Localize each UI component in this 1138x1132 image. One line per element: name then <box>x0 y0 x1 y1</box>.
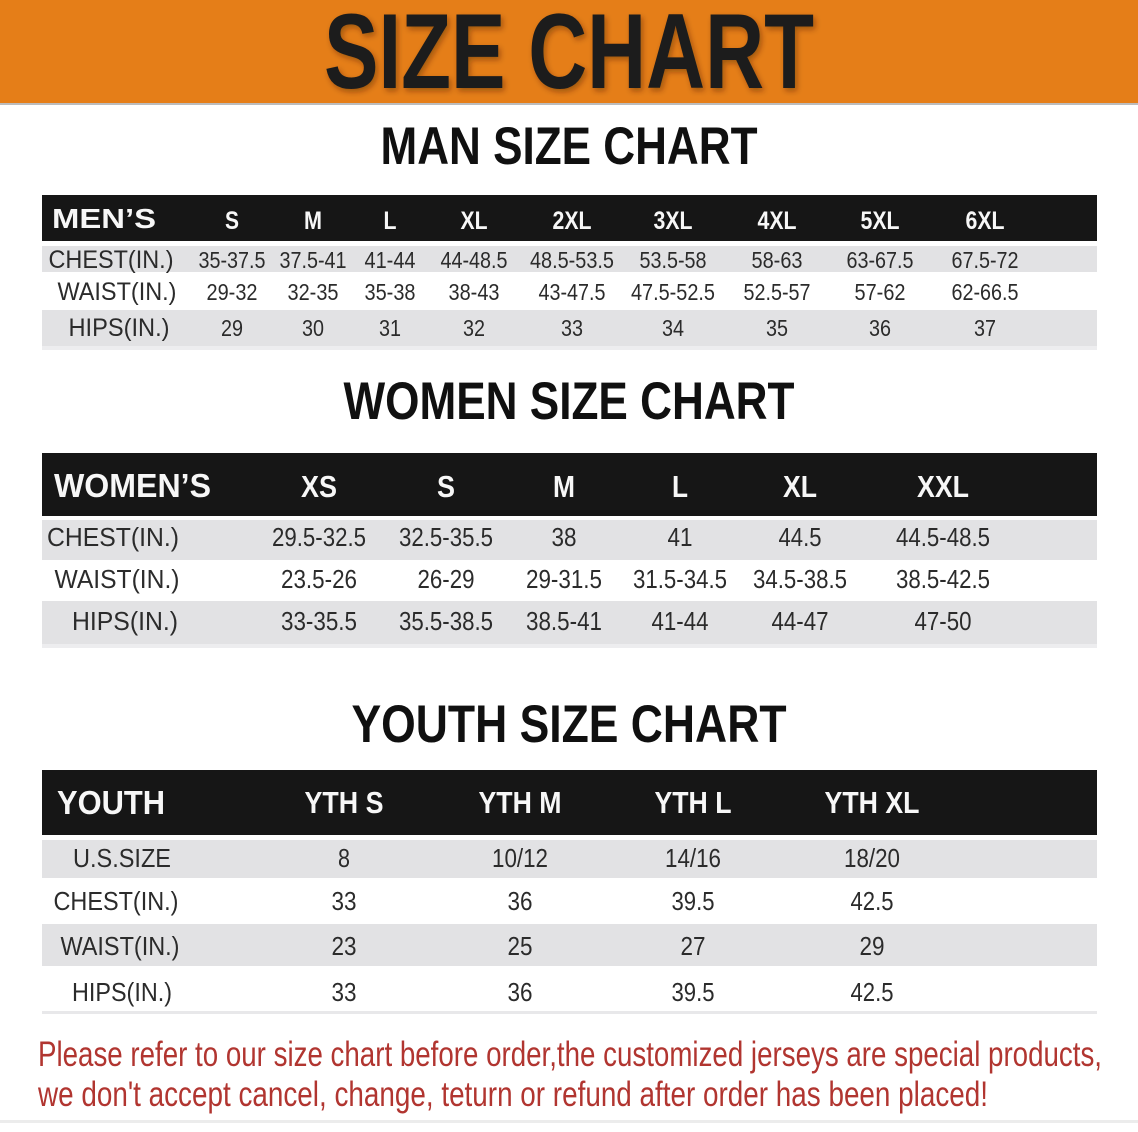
svg-text:33: 33 <box>332 886 357 916</box>
svg-text:44-47: 44-47 <box>772 606 829 636</box>
svg-text:67.5-72: 67.5-72 <box>952 247 1019 273</box>
svg-text:48.5-53.5: 48.5-53.5 <box>530 247 614 273</box>
svg-text:27: 27 <box>681 931 706 961</box>
svg-text:S: S <box>437 469 455 504</box>
svg-text:42.5: 42.5 <box>851 886 894 916</box>
svg-text:HIPS(IN.): HIPS(IN.) <box>72 606 178 636</box>
svg-text:YTH XL: YTH XL <box>825 785 920 820</box>
svg-text:44.5-48.5: 44.5-48.5 <box>896 522 990 552</box>
svg-text:58-63: 58-63 <box>752 247 803 273</box>
svg-text:47.5-52.5: 47.5-52.5 <box>631 279 715 305</box>
svg-text:SIZE CHART: SIZE CHART <box>324 0 814 111</box>
svg-text:37: 37 <box>974 315 996 341</box>
svg-text:26-29: 26-29 <box>418 564 475 594</box>
svg-text:6XL: 6XL <box>966 207 1005 235</box>
svg-text:XL: XL <box>783 469 817 504</box>
svg-text:18/20: 18/20 <box>844 843 900 873</box>
svg-text:39.5: 39.5 <box>672 886 715 916</box>
svg-text:36: 36 <box>508 977 533 1007</box>
svg-text:62-66.5: 62-66.5 <box>952 279 1019 305</box>
svg-text:WOMEN’S: WOMEN’S <box>54 467 211 504</box>
svg-text:HIPS(IN.): HIPS(IN.) <box>69 314 170 342</box>
svg-text:29-31.5: 29-31.5 <box>526 564 602 594</box>
svg-text:44-48.5: 44-48.5 <box>441 247 508 273</box>
svg-text:29.5-32.5: 29.5-32.5 <box>272 522 366 552</box>
svg-text:41-44: 41-44 <box>652 606 709 636</box>
svg-text:44.5: 44.5 <box>779 522 822 552</box>
svg-text:XL: XL <box>461 207 488 235</box>
svg-text:YTH L: YTH L <box>655 785 732 820</box>
svg-text:63-67.5: 63-67.5 <box>847 247 914 273</box>
svg-text:14/16: 14/16 <box>665 843 721 873</box>
svg-text:34: 34 <box>662 315 684 341</box>
svg-text:37.5-41: 37.5-41 <box>280 247 347 273</box>
svg-text:30: 30 <box>302 315 324 341</box>
svg-text:YTH M: YTH M <box>479 785 562 820</box>
svg-text:3XL: 3XL <box>654 207 693 235</box>
svg-text:WOMEN SIZE CHART: WOMEN SIZE CHART <box>344 372 795 431</box>
svg-text:35.5-38.5: 35.5-38.5 <box>399 606 493 636</box>
svg-text:29: 29 <box>860 931 885 961</box>
svg-text:we don't accept cancel, change: we don't accept cancel, change, teturn o… <box>37 1075 988 1114</box>
svg-text:52.5-57: 52.5-57 <box>744 279 811 305</box>
svg-text:WAIST(IN.): WAIST(IN.) <box>61 931 180 961</box>
svg-text:M: M <box>553 469 575 504</box>
svg-text:L: L <box>672 469 688 504</box>
svg-text:38.5-42.5: 38.5-42.5 <box>896 564 990 594</box>
svg-text:4XL: 4XL <box>758 207 797 235</box>
svg-text:33: 33 <box>561 315 583 341</box>
svg-text:S: S <box>225 207 239 235</box>
svg-text:23: 23 <box>332 931 357 961</box>
svg-text:31: 31 <box>379 315 401 341</box>
svg-text:CHEST(IN.): CHEST(IN.) <box>54 886 179 916</box>
svg-text:23.5-26: 23.5-26 <box>281 564 357 594</box>
svg-text:38-43: 38-43 <box>449 279 500 305</box>
svg-text:8: 8 <box>338 843 350 873</box>
svg-text:34.5-38.5: 34.5-38.5 <box>753 564 847 594</box>
svg-text:36: 36 <box>508 886 533 916</box>
svg-text:5XL: 5XL <box>861 207 900 235</box>
svg-text:42.5: 42.5 <box>851 977 894 1007</box>
svg-text:53.5-58: 53.5-58 <box>640 247 707 273</box>
svg-text:43-47.5: 43-47.5 <box>539 279 606 305</box>
svg-text:U.S.SIZE: U.S.SIZE <box>73 843 171 873</box>
svg-text:WAIST(IN.): WAIST(IN.) <box>58 278 177 306</box>
svg-text:M: M <box>304 207 322 235</box>
svg-text:Please refer to our size chart: Please refer to our size chart before or… <box>38 1035 1102 1074</box>
svg-text:25: 25 <box>508 931 533 961</box>
svg-text:YOUTH: YOUTH <box>57 784 165 821</box>
svg-text:41-44: 41-44 <box>365 247 416 273</box>
svg-text:39.5: 39.5 <box>672 977 715 1007</box>
svg-text:32.5-35.5: 32.5-35.5 <box>399 522 493 552</box>
svg-text:29-32: 29-32 <box>207 279 258 305</box>
svg-text:33: 33 <box>332 977 357 1007</box>
svg-text:WAIST(IN.): WAIST(IN.) <box>55 564 180 594</box>
svg-text:35: 35 <box>766 315 788 341</box>
svg-text:L: L <box>384 207 397 235</box>
svg-text:HIPS(IN.): HIPS(IN.) <box>72 977 172 1007</box>
svg-text:YTH S: YTH S <box>305 785 384 820</box>
svg-text:CHEST(IN.): CHEST(IN.) <box>49 246 174 274</box>
svg-text:MAN SIZE CHART: MAN SIZE CHART <box>381 117 758 176</box>
svg-text:35-37.5: 35-37.5 <box>199 247 266 273</box>
svg-text:35-38: 35-38 <box>365 279 416 305</box>
svg-text:XXL: XXL <box>917 469 969 504</box>
svg-text:47-50: 47-50 <box>915 606 972 636</box>
svg-text:41: 41 <box>668 522 693 552</box>
svg-text:33-35.5: 33-35.5 <box>281 606 357 636</box>
svg-text:36: 36 <box>869 315 891 341</box>
svg-text:31.5-34.5: 31.5-34.5 <box>633 564 727 594</box>
svg-text:57-62: 57-62 <box>855 279 906 305</box>
svg-text:XS: XS <box>301 469 337 504</box>
svg-text:38: 38 <box>552 522 577 552</box>
svg-text:10/12: 10/12 <box>492 843 548 873</box>
svg-text:MEN’S: MEN’S <box>52 203 156 234</box>
svg-text:29: 29 <box>221 315 243 341</box>
svg-text:32-35: 32-35 <box>288 279 339 305</box>
svg-text:2XL: 2XL <box>553 207 592 235</box>
svg-text:YOUTH SIZE CHART: YOUTH SIZE CHART <box>352 695 787 754</box>
svg-text:CHEST(IN.): CHEST(IN.) <box>47 522 179 552</box>
svg-text:38.5-41: 38.5-41 <box>526 606 602 636</box>
svg-text:32: 32 <box>463 315 485 341</box>
